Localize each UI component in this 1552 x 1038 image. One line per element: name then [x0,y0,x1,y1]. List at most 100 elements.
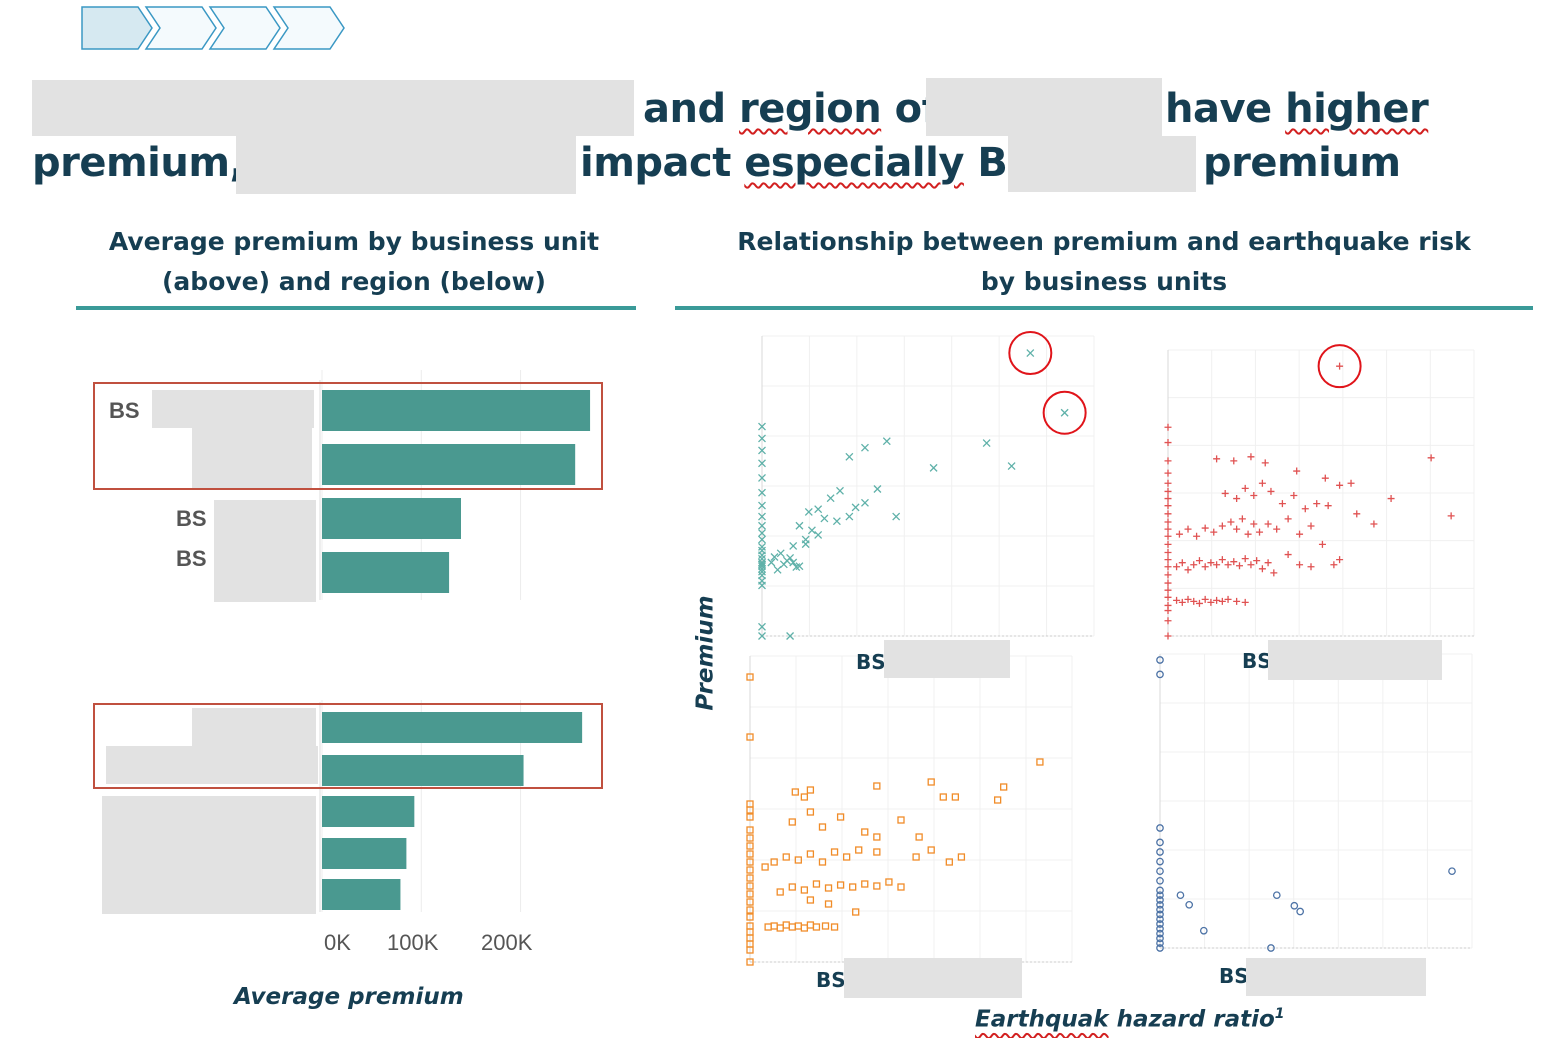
scatter-point [1156,876,1164,885]
scatter-point [1307,563,1315,571]
x-axis-title-rest: hazard ratio [1108,1006,1275,1033]
scatter-point [1156,670,1164,679]
chevron-step [144,6,217,50]
scatter-point [1185,900,1194,909]
headline-line2-b: impact especially BS [580,140,1036,186]
scatter-point [1233,525,1241,533]
scatter-point [782,921,790,929]
scatter-point [746,826,754,834]
scatter-point [1370,520,1378,528]
scatter-point [927,846,935,854]
scatter-point [929,463,938,472]
scatter-point [770,922,778,930]
scatter-point [801,540,810,549]
scatter-point [746,922,754,930]
redacted-block [884,640,1010,678]
x-tick-label: 100K [387,930,439,955]
bar-category-label: BS [109,398,140,423]
scatter-point [1156,924,1164,933]
scatter-point [1178,598,1186,606]
scatter-panel-blue [1156,653,1473,952]
scatter-point [1273,525,1281,533]
scatter-point [1227,518,1235,526]
scatter-point [1007,462,1016,470]
x-tick-label: 200K [481,930,533,955]
scatter-point [806,850,815,858]
scatter-point [746,834,754,842]
scatter-point [1250,520,1258,528]
scatter-point [1318,540,1326,548]
redacted-block [102,796,316,914]
scatter-point [1330,561,1338,569]
scatter-point [1387,495,1395,503]
headline-word: higher [1285,86,1429,132]
scatter-point [861,443,869,452]
scatter-point [746,813,754,821]
scatter-point [1164,593,1172,601]
bar-business-unit [322,444,576,485]
bar-category-label: BS [176,546,207,571]
bar-region [322,712,583,743]
scatter-point [1164,518,1172,526]
scatter-point [1247,453,1255,461]
left-x-axis-title: Average premium [234,984,464,1010]
scatter-point [1233,597,1241,605]
scatter-point [786,632,795,640]
scatter-point [1256,528,1264,536]
panel-label-red: BS [1242,649,1272,673]
scatter-point [1218,597,1226,605]
scatter-point [1244,530,1252,538]
scatter-point [1164,579,1172,587]
scatter-point [788,818,796,826]
scatter-point [861,498,869,507]
scatter-point [1164,457,1172,465]
scatter-point [1164,540,1172,548]
scatter-point [1336,481,1344,489]
redacted-block [152,390,314,428]
scatter-point [1213,596,1221,604]
scatter-point [1164,586,1172,594]
scatter-point [758,446,766,455]
scatter-point [746,858,754,866]
scatter-point [1156,838,1164,847]
scatter-point [1164,502,1172,510]
scatter-point [855,846,863,854]
left-title-line1: Average premium by business unit [108,227,600,256]
scatter-point [1224,595,1232,603]
scatter-point [818,823,827,831]
scatter-point [746,874,754,882]
scatter-point [1156,929,1164,938]
scatter-point [1156,944,1164,952]
highlight-box-top [93,382,603,490]
scatter-point [915,833,923,841]
scatter-point [1164,510,1172,518]
scatter-point [951,793,960,801]
scatter-point [1267,944,1275,952]
scatter-point [1164,617,1172,625]
scatter-point [806,896,815,904]
scatter-point [1336,362,1344,370]
panel-label-blue: BS [1219,964,1249,988]
scatter-point [897,816,905,824]
scatter-point [758,422,766,431]
scatter-point [1213,455,1221,463]
scatter-point [1156,891,1164,900]
scatter-point [1026,349,1035,357]
scatter-point [800,924,809,932]
scatter-point [957,853,966,861]
scatter-point [1230,457,1238,465]
x-tick-label: 0K [324,930,351,955]
scatter-point [814,530,823,539]
chevron-step [208,6,281,50]
scatter-point [746,890,754,898]
scatter-point [1176,891,1185,900]
right-title-rule [675,306,1533,310]
scatter-point [1233,495,1241,503]
scatter-point [758,474,766,482]
scatter-point [824,900,833,908]
right-section-title: Relationship between premium and earthqu… [675,222,1533,302]
headline-line2-c: premium [1203,140,1401,186]
redacted-block [926,78,1162,136]
scatter-point [814,505,823,514]
redacted-block [214,500,316,602]
